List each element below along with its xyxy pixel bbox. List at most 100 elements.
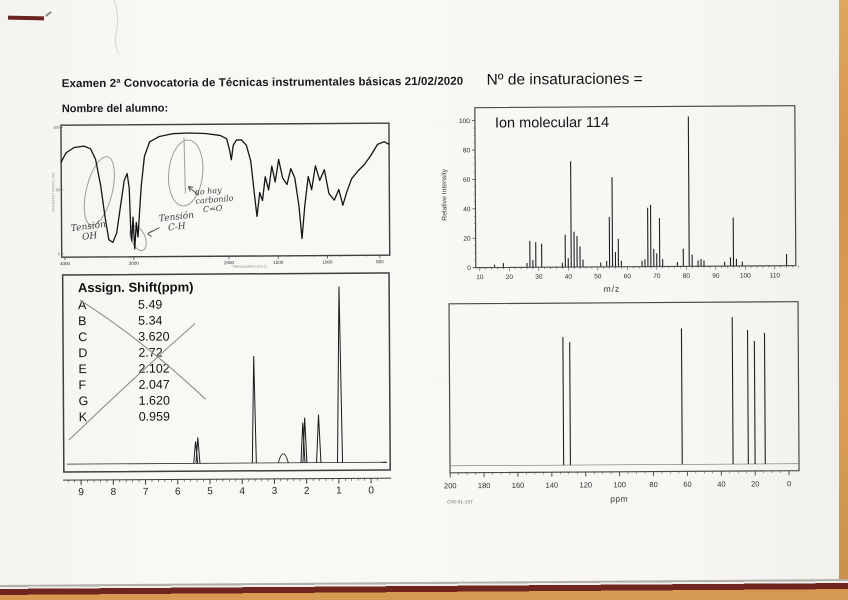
pencil-circle-carbonyl xyxy=(167,139,204,207)
pencil-circle-oh xyxy=(83,156,115,226)
tick-label: 80 xyxy=(649,480,657,489)
shift-value: 5.34 xyxy=(138,313,163,328)
table-row: C 3.620 xyxy=(78,329,194,346)
arrow-to-ch-circle xyxy=(147,227,160,238)
table-row: D 2.72 xyxy=(78,345,194,362)
mass-spectrum: Relative Intensity m/z 100 80 60 40 20 0 10 20 3… xyxy=(441,105,799,294)
tick-label: 40 xyxy=(717,480,725,489)
exam-title: Examen 2ª Convocatoria de Técnicas instr… xyxy=(61,75,464,91)
c13-code: C05-01-137 xyxy=(447,499,473,504)
tick-label: 8 xyxy=(111,487,117,498)
shift-value: 3.620 xyxy=(138,329,170,344)
c13-nmr-spectrum: ppm C05-01-137 200 180 160 140 120 100 80 60 40 2… xyxy=(444,301,800,504)
shift-value: 2.102 xyxy=(138,361,170,376)
table-rows: A 5.49 B 5.34 C 3.620 D 2.72 E 2.102 F 2.047 G 1.620 K… xyxy=(78,297,194,426)
tick-label: 40 xyxy=(565,274,573,281)
shift-value: 5.49 xyxy=(137,297,163,312)
scanner-mark xyxy=(7,15,45,21)
tick-label: 2000 xyxy=(224,260,235,265)
tick-label: 0 xyxy=(787,479,791,488)
tick-label: 2 xyxy=(304,486,310,497)
tick-label: 0 xyxy=(467,265,471,272)
tick-label: 20 xyxy=(506,274,514,281)
tick-label: 100 xyxy=(459,118,470,125)
assignment-letter: A xyxy=(77,298,87,313)
tick-label: 30 xyxy=(535,274,543,281)
table-header: Assign. Shift(ppm) xyxy=(77,279,194,296)
tick-label: 5 xyxy=(207,486,213,497)
assignment-letter: D xyxy=(78,346,88,361)
shift-value: 0.959 xyxy=(138,409,171,424)
table-row: E 2.102 xyxy=(78,361,194,378)
tick-label: 90 xyxy=(712,273,720,280)
tick-label: 7 xyxy=(143,487,149,498)
tick-label: 70 xyxy=(653,273,661,280)
tick-label: 50 xyxy=(594,273,602,280)
shift-value: 1.620 xyxy=(138,393,170,408)
ir-y-axis-label: TRANSMITTANCE (%) xyxy=(51,172,55,212)
table-row: F 2.047 xyxy=(78,377,194,394)
tick-label: 60 xyxy=(463,177,471,184)
page-edge-right xyxy=(839,0,848,600)
tick-label: 180 xyxy=(478,481,491,490)
shift-value: 2.72 xyxy=(138,345,163,360)
tick-label: 50 xyxy=(56,188,60,192)
tick-label: 100 xyxy=(53,126,59,130)
tick-label: 6 xyxy=(175,486,181,497)
tick-label: 160 xyxy=(512,481,525,490)
tick-label: 4000 xyxy=(60,261,71,266)
tick-label: 60 xyxy=(683,480,691,489)
tick-label: 80 xyxy=(683,273,691,280)
assignment-letter: B xyxy=(78,314,87,329)
tick-label: 100 xyxy=(613,480,626,489)
annotation-ch-stretch: Tensión C-H xyxy=(158,210,195,234)
tick-label: 60 xyxy=(624,273,632,280)
tick-label: 40 xyxy=(463,206,471,213)
tick-label: 80 xyxy=(463,147,471,154)
ir-x-axis-label: Wavenumbers (cm-1) xyxy=(233,264,267,268)
tick-label: 110 xyxy=(770,272,781,279)
h1-nmr-spectrum: 9 8 7 6 5 4 3 2 1 0 xyxy=(61,272,392,498)
table-row: G 1.620 xyxy=(79,393,195,410)
table-row: B 5.34 xyxy=(78,313,194,330)
unsaturations-question: Nº de insaturaciones = xyxy=(486,70,643,89)
tick-label: 20 xyxy=(751,479,759,488)
tick-label: 500 xyxy=(376,259,384,264)
annotation-no-carbonyl: no hay carbonilo C=O xyxy=(194,185,234,215)
tick-label: 200 xyxy=(444,481,457,490)
arrow-to-carbonyl xyxy=(187,185,199,196)
ms-x-axis-label: m/z xyxy=(604,284,621,294)
tick-label: 140 xyxy=(546,481,559,490)
assignment-letter: C xyxy=(78,330,88,345)
tick-label: 100 xyxy=(740,272,751,279)
tick-label: 0 xyxy=(58,252,60,256)
assignment-table: Assign. Shift(ppm) A 5.49 B 5.34 C 3.620 D 2.72… xyxy=(78,279,194,426)
tick-label: 20 xyxy=(463,236,471,243)
shift-value: 2.047 xyxy=(138,377,170,392)
student-name-label: Nombre del alumno: xyxy=(61,102,169,116)
molecular-ion-annotation: Ion molecular 114 xyxy=(494,114,610,132)
tick-label: 3000 xyxy=(129,261,140,266)
ir-spectrum: TRANSMITTANCE (%) Wavenumbers (cm-1) 400… xyxy=(51,122,391,269)
ms-y-axis-label: Relative Intensity xyxy=(441,168,448,220)
tick-label: 4 xyxy=(239,486,245,497)
tick-label: 10 xyxy=(476,274,484,281)
assignment-letter: E xyxy=(78,362,87,377)
tick-label: 120 xyxy=(580,480,593,489)
assignment-letter: K xyxy=(78,410,88,425)
pencil-arrows xyxy=(147,185,199,238)
table-row: A 5.49 xyxy=(78,297,194,314)
tick-label: 1500 xyxy=(273,260,284,265)
ppm-label: ppm xyxy=(610,494,628,504)
tick-label: 3 xyxy=(272,486,278,497)
table-row: K 0.959 xyxy=(79,409,195,426)
tick-label: 9 xyxy=(78,487,84,498)
assignment-letter: F xyxy=(78,378,87,393)
pencil-line-carbonyl xyxy=(183,137,186,194)
tick-label: 1 xyxy=(336,485,342,496)
tick-label: 1000 xyxy=(322,260,333,265)
tick-label: 0 xyxy=(368,485,374,496)
paper-crease xyxy=(113,0,120,55)
